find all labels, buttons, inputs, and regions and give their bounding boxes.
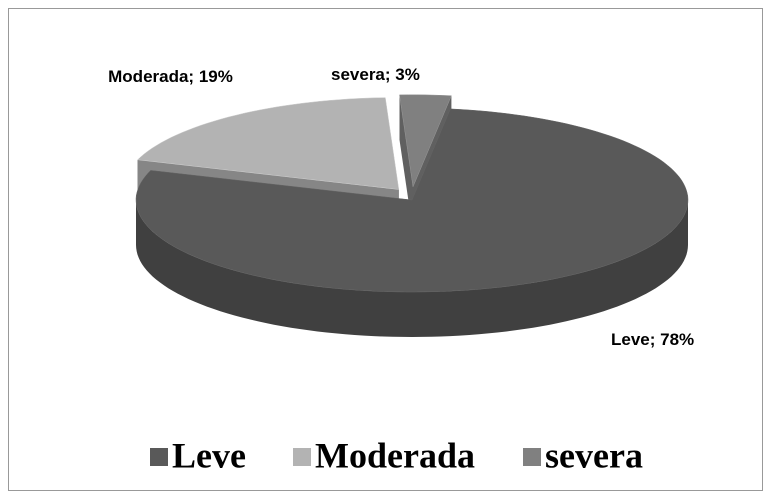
slice bbox=[399, 94, 452, 188]
legend-swatch bbox=[150, 448, 168, 466]
slice-side bbox=[399, 94, 413, 232]
slice bbox=[136, 97, 400, 190]
data-label: Leve; 78% bbox=[611, 330, 695, 349]
legend-label: severa bbox=[545, 435, 643, 475]
slice-wall bbox=[136, 200, 688, 337]
data-label: severa; 3% bbox=[331, 65, 420, 84]
legend-swatch bbox=[523, 448, 541, 466]
slice bbox=[135, 108, 689, 293]
legend-label: Moderada bbox=[315, 435, 475, 475]
data-label: Moderada; 19% bbox=[108, 67, 233, 86]
legend-label: Leve bbox=[172, 435, 246, 475]
legend-swatch bbox=[293, 448, 311, 466]
